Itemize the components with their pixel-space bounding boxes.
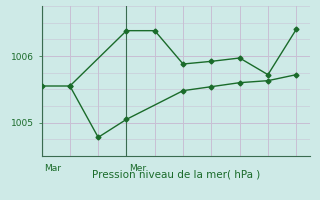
Text: Mer: Mer	[129, 164, 147, 173]
X-axis label: Pression niveau de la mer( hPa ): Pression niveau de la mer( hPa )	[92, 170, 260, 180]
Text: Mar: Mar	[44, 164, 61, 173]
